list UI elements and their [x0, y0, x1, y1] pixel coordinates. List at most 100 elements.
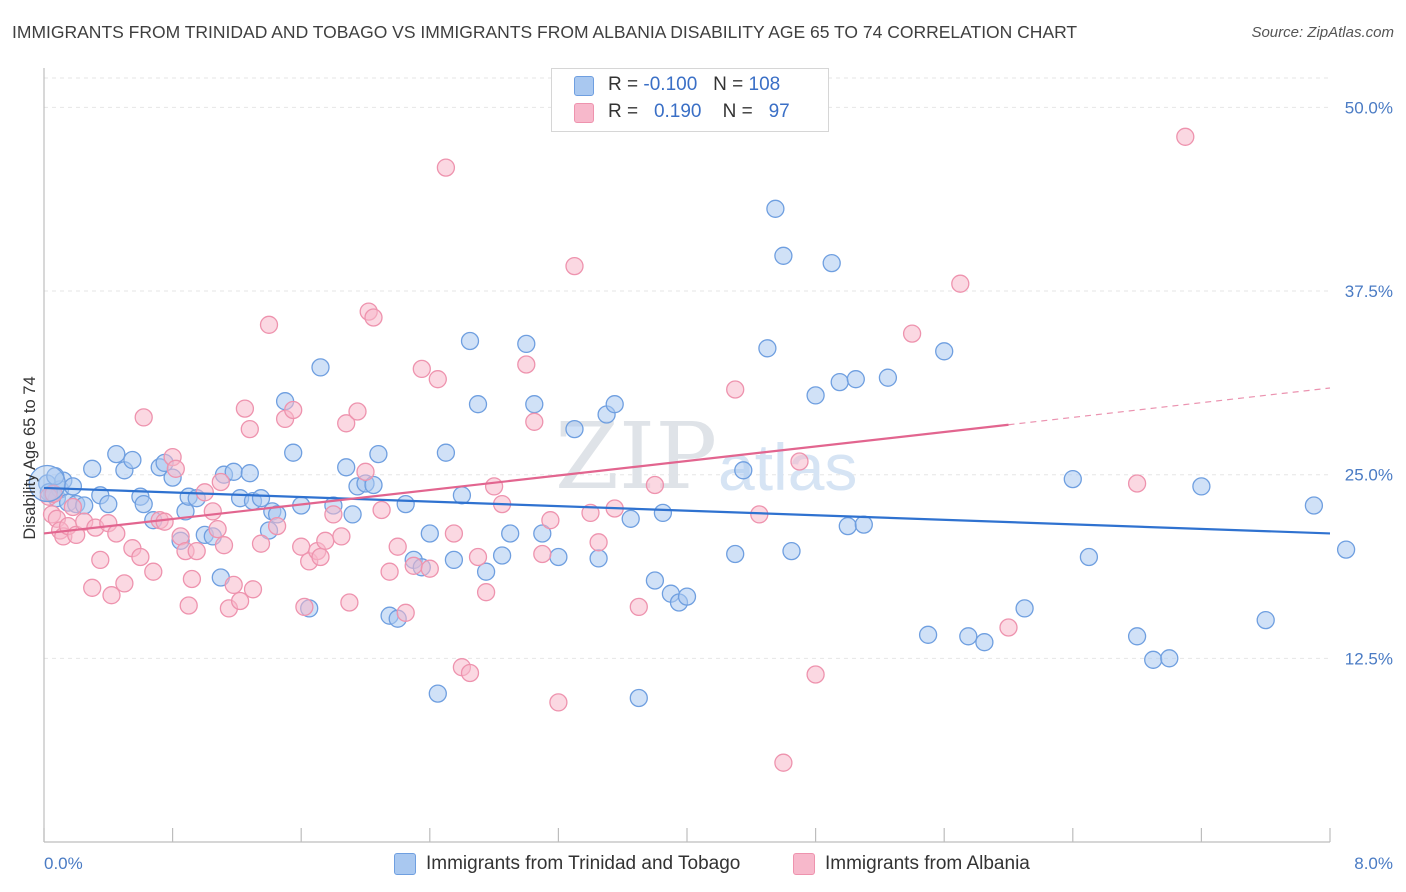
y-tick-label-3: 50.0% [1345, 98, 1393, 117]
trinidad-point-69 [589, 549, 608, 568]
trinidad-point-92 [918, 625, 938, 644]
albania-point-17 [131, 547, 150, 567]
albania-point-32 [211, 472, 230, 492]
albania-point-36 [230, 591, 250, 611]
albania-point-78 [541, 511, 560, 530]
y-axis-label: Disability Age 65 to 74 [21, 376, 39, 539]
albania-point-82 [589, 533, 608, 552]
trinidad-point-11 [99, 494, 118, 514]
trinidad-point-55 [428, 684, 447, 703]
albania-point-54 [340, 593, 359, 612]
trinidad-point-71 [605, 395, 624, 414]
grid-lines [44, 77, 1330, 659]
trinidad-point-65 [525, 395, 544, 414]
trinidad-point-54 [420, 524, 439, 543]
trinidad-point-67 [549, 547, 568, 567]
trinidad-point-81 [758, 339, 777, 358]
albania-point-55 [348, 402, 367, 421]
albania-point-85 [645, 475, 665, 495]
albania-point-40 [251, 534, 271, 553]
trinidad-point-83 [774, 246, 793, 265]
albania-point-49 [311, 547, 330, 567]
trinidad-point-78 [677, 587, 697, 606]
albania-point-14 [107, 524, 126, 543]
albania-point-13 [102, 586, 121, 605]
legend-swatch-trinidad [574, 76, 594, 96]
trinidad-point-63 [501, 524, 520, 543]
albania-point-44 [284, 400, 303, 420]
trinidad-point-44 [343, 505, 362, 524]
albania-point-6 [63, 497, 83, 517]
y-tick-label-2: 37.5% [1345, 282, 1393, 301]
trinidad-point-98 [1079, 547, 1099, 567]
albania-point-9 [83, 578, 102, 597]
albania-point-28 [187, 541, 206, 561]
albania-point-66 [428, 370, 447, 389]
trinidad-point-43 [337, 458, 356, 477]
axes [43, 68, 1331, 843]
albania-point-64 [412, 359, 431, 379]
albania-point-95 [1176, 127, 1195, 146]
trinidad-point-12 [107, 444, 126, 464]
albania-point-90 [806, 665, 825, 684]
albania-point-68 [444, 524, 464, 543]
albania-point-72 [476, 583, 496, 602]
albania-point-77 [533, 544, 552, 564]
trinidad-point-101 [1160, 649, 1179, 668]
watermark-zip: ZIP [555, 403, 717, 510]
albania-point-18 [134, 408, 153, 427]
trinidad-point-41 [311, 358, 330, 377]
bottom-legend-swatch-trinidad [394, 853, 416, 875]
trinidad-point-38 [284, 443, 303, 462]
albania-point-76 [525, 412, 544, 431]
albania-point-53 [337, 414, 356, 433]
trinidad-point-61 [476, 562, 496, 581]
trinidad-point-large [28, 464, 66, 503]
x-tick-label-min: 0.0% [44, 854, 83, 873]
albania-trend-line-extension [1008, 387, 1331, 426]
albania-point-93 [999, 618, 1018, 637]
albania-point-86 [726, 380, 745, 399]
trinidad-point-100 [1144, 650, 1163, 669]
albania-point-73 [484, 477, 504, 496]
trinidad-point-68 [565, 419, 584, 439]
albania-point-35 [224, 575, 243, 595]
albania-point-62 [396, 603, 415, 622]
chart-title: IMMIGRANTS FROM TRINIDAD AND TOBAGO VS I… [12, 22, 1078, 42]
albania-point-42 [267, 516, 287, 536]
albania-point-91 [902, 324, 922, 343]
albania-point-94 [1127, 474, 1147, 493]
albania-point-19 [144, 562, 163, 581]
trinidad-point-96 [1015, 599, 1034, 618]
albania-point-58 [364, 308, 383, 327]
albania-point-61 [388, 537, 407, 556]
trinidad-point-75 [653, 503, 673, 523]
albania-point-41 [259, 315, 279, 334]
albania-trend-line [43, 423, 1009, 535]
trinidad-point-99 [1127, 627, 1147, 646]
trinidad-point-33 [251, 489, 271, 508]
trinidad-point-66 [533, 524, 552, 543]
trinidad-point-104 [1304, 496, 1324, 515]
y-tick-label-1: 25.0% [1345, 466, 1393, 485]
trinidad-point-89 [846, 370, 865, 389]
trend-lines [43, 387, 1331, 535]
trinidad-trend-line [43, 486, 1331, 535]
albania-point-65 [420, 559, 439, 578]
trinidad-point-58 [452, 486, 472, 505]
trinidad-point-95 [975, 633, 994, 652]
trinidad-point-88 [838, 516, 857, 536]
albania-point-59 [372, 500, 391, 520]
albania-point-11 [91, 550, 110, 570]
albania-point-31 [208, 519, 227, 539]
bottom-legend-label-albania: Immigrants from Albania [825, 853, 1030, 874]
albania-point-52 [332, 527, 351, 546]
legend-text-trinidad: R = -0.100 N = 108 [608, 74, 781, 95]
albania-point-75 [517, 355, 536, 374]
trinidad-point-86 [822, 253, 841, 273]
trinidad-point-47 [364, 475, 383, 495]
trinidad-point-73 [629, 688, 648, 708]
x-tick-label-max: 8.0% [1354, 854, 1393, 873]
albania-point-33 [214, 536, 234, 555]
